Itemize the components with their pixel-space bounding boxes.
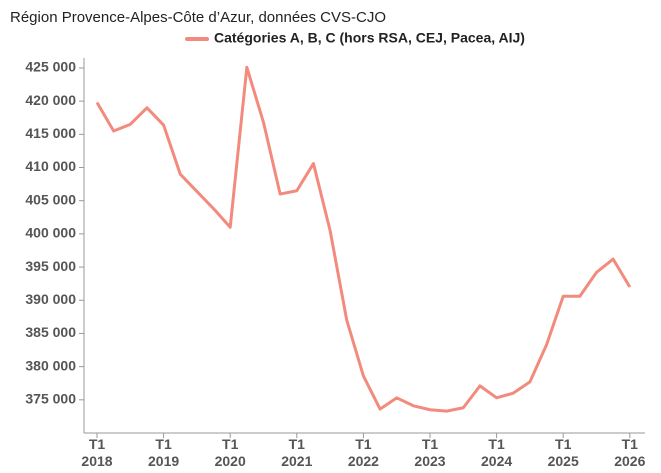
y-tick-label: 390 000: [25, 291, 76, 307]
y-tick-label: 405 000: [25, 191, 76, 207]
x-tick-label: T1 2023: [414, 436, 446, 469]
y-tick-label: 425 000: [25, 59, 76, 75]
x-tick-label: T1 2026: [614, 436, 646, 469]
x-tick-label: T1 2020: [214, 436, 246, 469]
y-tick-label: 375 000: [25, 391, 76, 407]
y-tick-label: 380 000: [25, 357, 76, 373]
y-tick-label: 415 000: [25, 125, 76, 141]
x-tick-label: T1 2018: [81, 436, 113, 469]
y-tick-label: 400 000: [25, 225, 76, 241]
y-tick-label: 410 000: [25, 158, 76, 174]
x-tick-label: T1 2022: [347, 436, 379, 469]
chart-title: Région Provence-Alpes-Côte d’Azur, donné…: [10, 9, 386, 26]
x-tick-label: T1 2019: [148, 436, 180, 469]
y-tick-label: 395 000: [25, 258, 76, 274]
line: [95, 65, 632, 413]
x-tick-label: T1 2024: [481, 436, 513, 469]
y-tick-label: 385 000: [25, 324, 76, 340]
y-tick-label: 420 000: [25, 92, 76, 108]
x-tick-label: T1 2025: [547, 436, 579, 469]
legend-label: Catégories A, B, C (hors RSA, CEJ, Pacea…: [214, 30, 525, 46]
x-tick-label: T1 2021: [281, 436, 313, 469]
